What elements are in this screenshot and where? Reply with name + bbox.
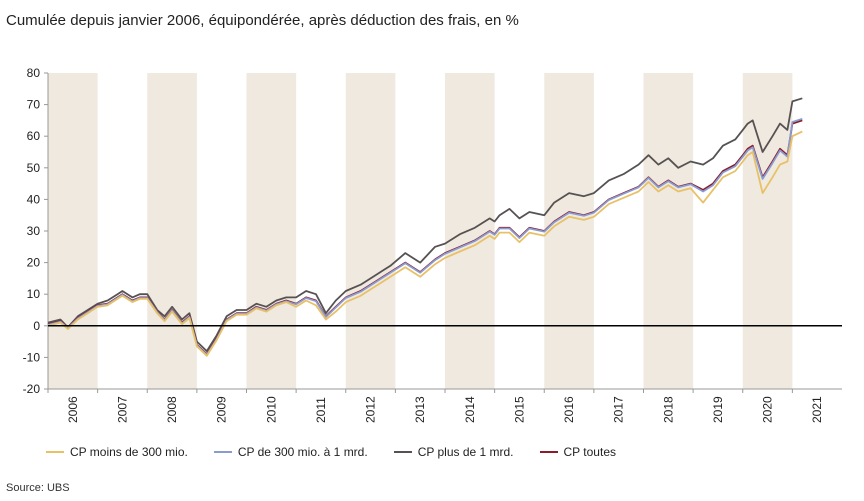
x-tick-label: 2012 — [364, 396, 378, 423]
shade-band-2016 — [544, 73, 594, 389]
shade-band-2010 — [246, 73, 297, 389]
chart-legend: CP moins de 300 mio. CP de 300 mio. à 1 … — [46, 444, 642, 460]
shade-band-2006 — [48, 73, 98, 389]
x-tick-label: 2014 — [463, 396, 477, 423]
y-tick-label: 0 — [33, 319, 40, 333]
y-tick-label: 70 — [27, 98, 41, 112]
shade-band-2008 — [147, 73, 197, 389]
legend-label-mid: CP de 300 mio. à 1 mrd. — [237, 445, 368, 459]
x-tick-label: 2016 — [562, 396, 576, 423]
x-tick-label: 2008 — [165, 396, 179, 423]
chart-source: Source: UBS — [6, 482, 70, 494]
shade-band-2012 — [345, 73, 396, 389]
x-tick-label: 2013 — [413, 396, 427, 423]
x-tick-label: 2019 — [711, 396, 725, 423]
y-tick-label: -20 — [23, 382, 41, 396]
legend-swatch-all — [539, 451, 558, 453]
x-tick-label: 2021 — [810, 396, 824, 423]
y-tick-label: 30 — [27, 224, 41, 238]
legend-swatch-mid — [213, 451, 232, 453]
x-tick-label: 2018 — [661, 396, 675, 423]
legend-item-all: CP toutes — [539, 445, 616, 459]
x-tick-label: 2009 — [215, 396, 229, 423]
x-tick-label: 2020 — [761, 396, 775, 423]
x-tick-label: 2011 — [314, 397, 328, 423]
legend-swatch-small — [46, 451, 64, 453]
x-tick-label: 2015 — [512, 396, 526, 423]
y-tick-label: 40 — [27, 192, 41, 206]
legend-label-large: CP plus de 1 mrd. — [417, 445, 514, 459]
x-tick-label: 2017 — [612, 396, 626, 423]
shade-band-2018 — [643, 73, 694, 389]
y-tick-label: 50 — [27, 161, 41, 175]
y-tick-label: -10 — [23, 350, 41, 364]
legend-label-small: CP moins de 300 mio. — [70, 445, 188, 459]
series-line-0 — [47, 97, 803, 353]
shade-band-2020 — [742, 73, 793, 389]
legend-item-large: CP plus de 1 mrd. — [393, 445, 514, 459]
y-tick-label: 10 — [27, 287, 41, 301]
shade-band-2014 — [445, 73, 495, 389]
chart-subtitle: Cumulée depuis janvier 2006, équipondéré… — [6, 12, 519, 29]
x-tick-label: 2010 — [264, 396, 278, 423]
y-tick-label: 20 — [27, 256, 41, 270]
y-tick-label: 60 — [27, 129, 41, 143]
legend-item-small: CP moins de 300 mio. — [46, 445, 188, 459]
y-tick-label: 80 — [27, 66, 41, 80]
x-tick-label: 2007 — [115, 396, 129, 423]
x-tick-label: 2006 — [66, 396, 80, 423]
series-line-3 — [47, 130, 803, 357]
legend-swatch-large — [393, 451, 412, 453]
legend-item-mid: CP de 300 mio. à 1 mrd. — [213, 445, 368, 459]
legend-label-all: CP toutes — [563, 445, 616, 459]
